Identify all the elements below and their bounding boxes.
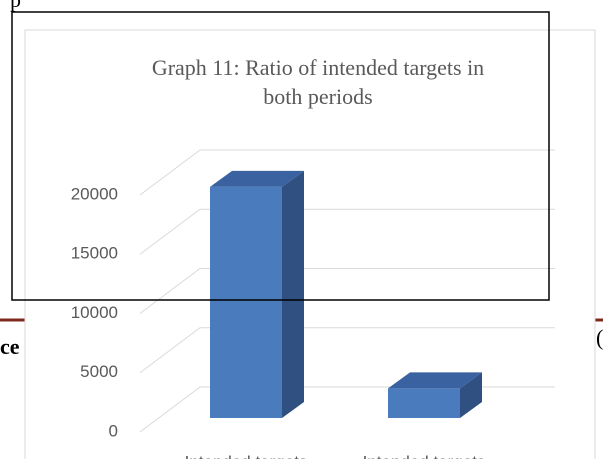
y-tick-label: 10000 (71, 303, 118, 322)
y-tick-label: 5000 (80, 362, 118, 381)
grid-line (139, 208, 555, 255)
grid-line (139, 149, 555, 196)
bar-top (210, 170, 304, 187)
chart-title: Graph 11: Ratio of intended targets in (152, 55, 484, 80)
x-tick-label: Intended targets (363, 452, 486, 459)
bar-side (282, 170, 304, 418)
bar (388, 388, 460, 418)
y-tick-label: 20000 (71, 184, 118, 203)
grid-line (139, 327, 555, 374)
y-tick-label: 0 (109, 421, 118, 440)
plot: 0 5000 10000 15000 20000 Intended targets Inte… (71, 149, 555, 459)
x-tick-label: Intended targets (185, 452, 308, 459)
bar-side (460, 372, 482, 418)
y-tick-label: 15000 (71, 244, 118, 263)
bar (210, 186, 282, 418)
fragment: ( (596, 325, 603, 350)
bar-top (388, 372, 482, 389)
grid-line (139, 268, 555, 314)
fragment: p (10, 0, 21, 12)
frame (11, 11, 550, 301)
fragment: ce (0, 334, 20, 359)
chart-title: both periods (263, 84, 372, 109)
